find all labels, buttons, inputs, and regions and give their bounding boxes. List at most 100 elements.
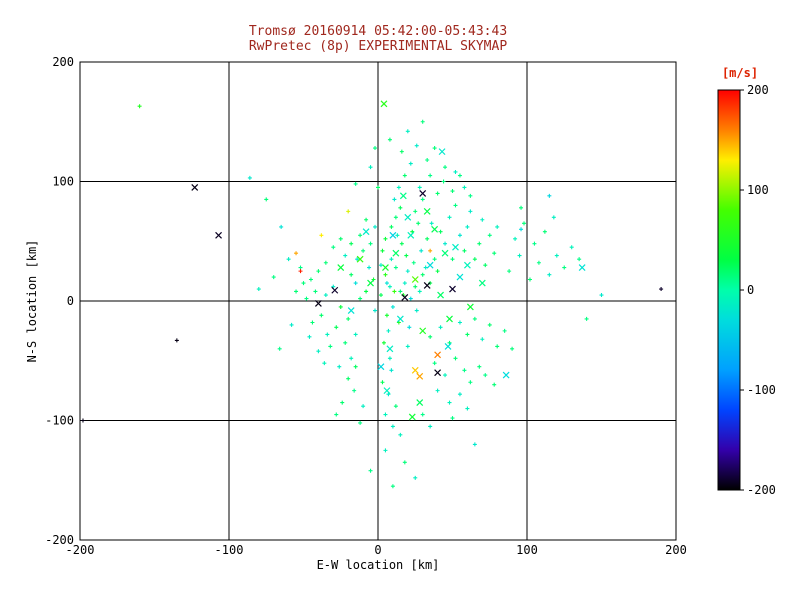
data-point-x <box>347 307 355 314</box>
data-point-plus <box>384 313 389 318</box>
data-point-plus <box>358 296 363 301</box>
data-point-plus <box>393 265 398 270</box>
data-point-x <box>411 276 419 283</box>
data-point-plus <box>386 328 391 333</box>
data-point-plus <box>308 277 313 282</box>
data-point-plus <box>522 221 527 226</box>
data-point-plus <box>417 185 422 190</box>
data-point-plus <box>453 203 458 208</box>
data-point-plus <box>420 119 425 124</box>
data-point-x <box>411 366 419 374</box>
data-point-plus <box>517 253 522 258</box>
data-point-plus <box>453 356 458 361</box>
data-point-plus <box>319 233 324 238</box>
data-point-plus <box>477 241 482 246</box>
data-point-plus <box>298 265 303 270</box>
data-point-plus <box>373 146 378 151</box>
data-point-plus <box>381 340 386 345</box>
y-tick-label: 200 <box>52 55 74 69</box>
data-point-plus <box>316 349 321 354</box>
colorbar-tick-label: 100 <box>747 183 769 197</box>
data-point-plus <box>432 257 437 262</box>
data-point-plus <box>364 217 369 222</box>
data-point-plus <box>472 257 477 262</box>
data-point-plus <box>402 173 407 178</box>
data-point-plus <box>413 284 418 289</box>
data-point-plus <box>298 269 303 274</box>
data-point-plus <box>428 248 433 253</box>
data-point-x <box>478 279 486 287</box>
data-point-plus <box>510 346 515 351</box>
data-point-plus <box>443 373 448 378</box>
data-point-plus <box>416 221 421 226</box>
data-point-x <box>383 387 391 395</box>
data-point-x <box>431 225 439 233</box>
data-point-x <box>356 255 364 263</box>
data-point-plus <box>428 334 433 339</box>
data-point-plus <box>340 400 345 405</box>
data-point-x <box>463 261 471 269</box>
colorbar-unit-label: [m/s] <box>721 66 759 80</box>
data-point-plus <box>532 241 537 246</box>
data-point-x <box>419 190 427 197</box>
data-point-plus <box>301 281 306 286</box>
data-point-plus <box>346 209 351 214</box>
data-point-plus <box>513 236 518 241</box>
data-point-plus <box>420 197 425 202</box>
data-point-plus <box>383 236 388 241</box>
data-point-plus <box>457 392 462 397</box>
data-point-plus <box>271 275 276 280</box>
data-point-plus <box>247 175 252 180</box>
data-point-plus <box>378 293 383 298</box>
data-point-plus <box>443 241 448 246</box>
data-point-plus <box>483 373 488 378</box>
data-point-plus <box>277 346 282 351</box>
data-point-plus <box>447 400 452 405</box>
data-point-plus <box>462 368 467 373</box>
data-point-plus <box>346 376 351 381</box>
data-point-plus <box>137 104 142 109</box>
data-point-plus <box>361 248 366 253</box>
data-point-x <box>426 261 434 269</box>
data-point-plus <box>487 233 492 238</box>
data-point-plus <box>353 181 358 186</box>
data-point-plus <box>387 356 392 361</box>
data-point-plus <box>465 224 470 229</box>
data-point-plus <box>373 224 378 229</box>
y-tick-label: -100 <box>45 414 74 428</box>
data-point-plus <box>279 224 284 229</box>
x-axis-label: E-W location [km] <box>316 558 440 572</box>
data-point-plus <box>387 137 392 142</box>
data-point-plus <box>393 215 398 220</box>
data-point-plus <box>402 281 407 286</box>
plot-border <box>79 61 677 541</box>
plot-subtitle: RwPretec (8p) EXPERIMENTAL SKYMAP <box>248 39 508 54</box>
data-point-plus <box>536 260 541 265</box>
data-point-plus <box>398 289 403 294</box>
data-point-plus <box>343 253 348 258</box>
data-point-plus <box>294 251 299 256</box>
data-point-plus <box>599 293 604 298</box>
data-point-plus <box>294 289 299 294</box>
data-point-plus <box>338 304 343 309</box>
data-point-x <box>377 363 385 371</box>
colorbar-tick-label: -200 <box>747 483 776 497</box>
data-point-plus <box>393 404 398 409</box>
data-point-plus <box>313 289 318 294</box>
data-point-plus <box>264 197 269 202</box>
data-point-plus <box>425 157 430 162</box>
data-point-plus <box>405 269 410 274</box>
data-point-plus <box>495 344 500 349</box>
data-point-plus <box>577 257 582 262</box>
data-point-plus <box>323 260 328 265</box>
data-point-plus <box>380 248 385 253</box>
data-point-plus <box>413 475 418 480</box>
data-point-plus <box>343 340 348 345</box>
data-point-plus <box>447 215 452 220</box>
data-point-plus <box>390 484 395 489</box>
data-point-plus <box>417 289 422 294</box>
data-point-plus <box>468 209 473 214</box>
x-tick-label: 0 <box>374 543 381 557</box>
data-point-plus <box>304 296 309 301</box>
data-point-plus <box>358 420 363 425</box>
